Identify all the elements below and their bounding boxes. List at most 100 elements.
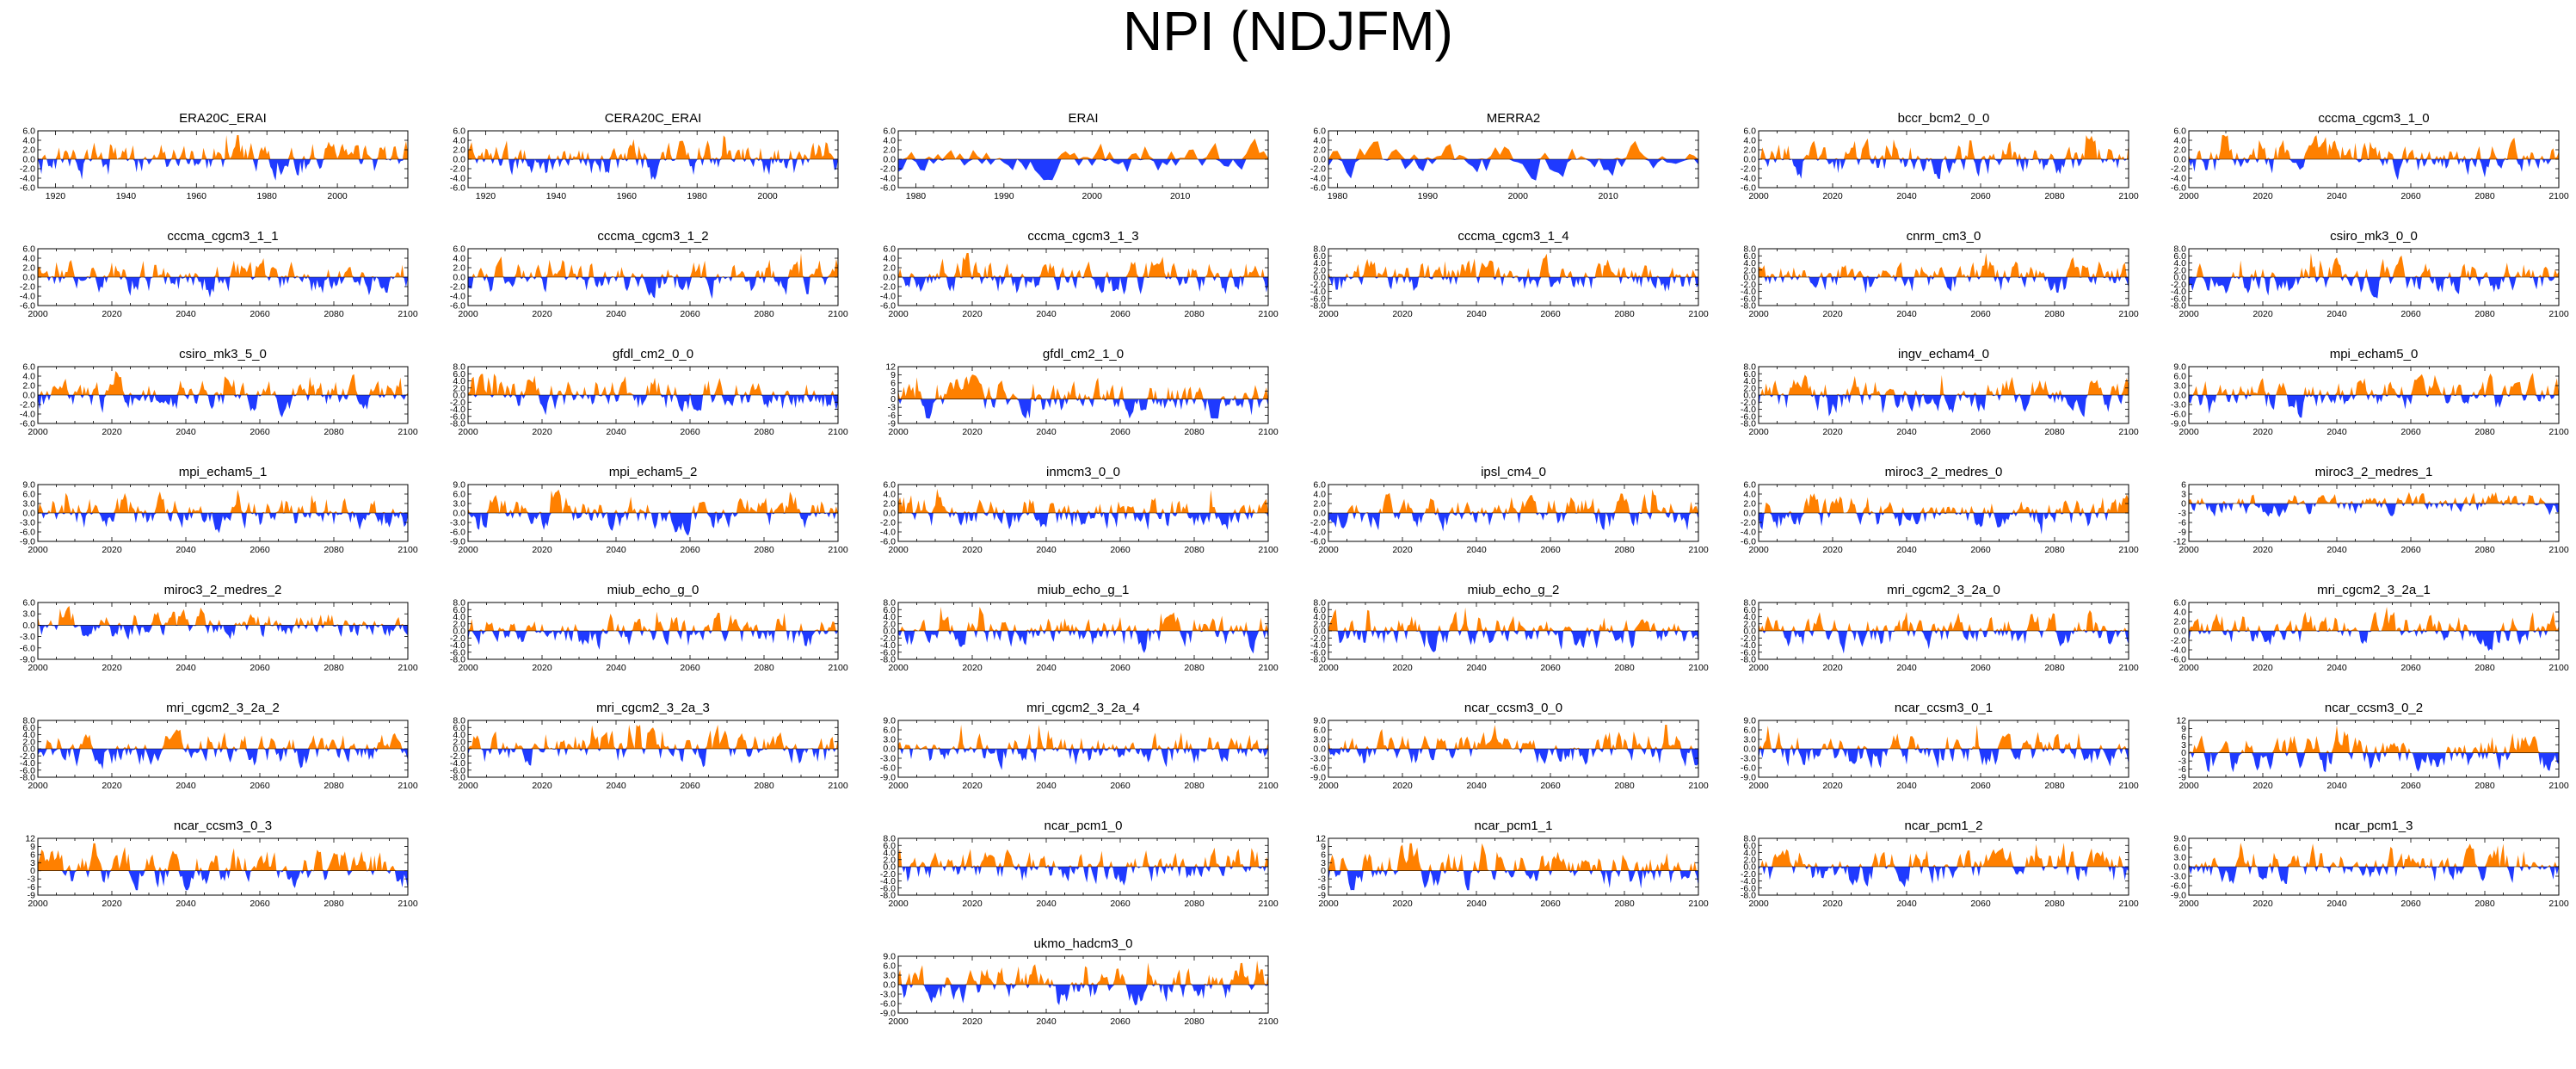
x-tick-label: 2100 <box>1688 545 1709 555</box>
y-tick-label: 3.0 <box>2173 853 2186 863</box>
y-tick-label: 8.0 <box>883 598 896 609</box>
negative-area <box>1328 159 1698 181</box>
x-tick-label: 2080 <box>2474 309 2495 319</box>
y-tick-label: -3.0 <box>880 754 896 764</box>
x-tick-label: 2060 <box>1970 545 1991 555</box>
positive-area <box>898 139 1268 159</box>
y-tick-label: -8.0 <box>880 655 896 665</box>
y-tick-label: 6.0 <box>1313 127 1326 137</box>
y-tick-label: 0.0 <box>1743 273 1756 283</box>
y-tick-label: 4.0 <box>883 848 896 858</box>
x-tick-label: 2040 <box>2326 899 2347 909</box>
y-tick-label: -4.0 <box>880 876 896 887</box>
x-tick-label: 2040 <box>1896 663 1917 673</box>
negative-area <box>1328 513 1698 532</box>
panel-title: miub_echo_g_0 <box>607 583 699 597</box>
x-tick-label: 2100 <box>397 781 418 791</box>
chart-panel: gfdl_cm2_0_0 8.0 6.0 4.0 2.0 0.0 -2.0 -4.0 -6.0-… <box>434 348 855 444</box>
y-tick-label: -3.0 <box>1310 754 1326 764</box>
y-tick-label: 6.0 <box>883 605 896 615</box>
x-tick-label: 1960 <box>617 191 638 201</box>
y-tick-label: -3.0 <box>2171 872 2186 882</box>
x-tick-label: 1940 <box>546 191 567 201</box>
chart-panel: ncar_ccsm3_0_2 12 9 6 3 0 -3 -6 -9 2000 2020 2040 20… <box>2154 701 2576 798</box>
x-tick-label: 2100 <box>2118 663 2139 673</box>
y-tick-label: 0.0 <box>1743 627 1756 637</box>
x-tick-label: 2000 <box>28 427 48 437</box>
y-tick-label: 4.0 <box>1743 848 1756 858</box>
x-tick-label: 2000 <box>28 545 48 555</box>
y-tick-label: 9 <box>891 370 896 380</box>
x-tick-label: 2080 <box>754 663 774 673</box>
x-tick-label: 2060 <box>2400 663 2421 673</box>
y-tick-label: 8.0 <box>1743 834 1756 844</box>
chart-panel: CERA20C_ERAI 6.0 4.0 2.0 0.0 -2.0 -4.0 -6.0 1920… <box>434 112 855 208</box>
y-tick-label: 6.0 <box>2173 598 2186 609</box>
x-tick-label: 2060 <box>1970 191 1991 201</box>
y-tick-label: 0.0 <box>1313 273 1326 283</box>
x-tick-label: 2020 <box>962 1016 983 1027</box>
y-tick-label: 4.0 <box>1743 612 1756 622</box>
chart-panel: mri_cgcm2_3_2a_3 8.0 6.0 4.0 2.0 0.0 -2.0 -4.0-… <box>434 701 855 798</box>
y-tick-label: 6.0 <box>453 244 465 255</box>
x-tick-label: 2100 <box>1688 899 1709 909</box>
y-tick-label: -4.0 <box>2171 646 2186 656</box>
x-tick-label: 2080 <box>2044 663 2065 673</box>
panel-title: mri_cgcm2_3_2a_4 <box>1026 701 1140 715</box>
y-tick-label: 6.0 <box>883 127 896 137</box>
x-tick-label: 2020 <box>962 663 983 673</box>
y-tick-label: 4.0 <box>883 612 896 622</box>
y-tick-label: -2.0 <box>2171 280 2186 290</box>
x-tick-label: 2100 <box>2548 663 2569 673</box>
negative-area <box>898 749 1268 770</box>
panel-title: miub_echo_g_2 <box>1467 583 1560 597</box>
positive-area <box>1759 609 2129 631</box>
x-tick-label: 2020 <box>962 545 983 555</box>
y-tick-label: 0.0 <box>1743 509 1756 519</box>
x-tick-label: 2000 <box>458 545 478 555</box>
x-tick-label: 2080 <box>1184 663 1205 673</box>
chart-panel: miroc3_2_medres_0 6.0 4.0 2.0 0.0 -2.0 -4.0 -6.… <box>1724 466 2146 562</box>
x-tick-label: 2040 <box>1896 545 1917 555</box>
x-tick-label: 2020 <box>1392 545 1413 555</box>
y-tick-label: 6.0 <box>22 723 35 733</box>
x-tick-label: 2040 <box>176 309 196 319</box>
x-tick-label: 2040 <box>1036 781 1057 791</box>
negative-area <box>1759 277 2129 294</box>
y-tick-label: 6.0 <box>1313 726 1326 736</box>
x-tick-label: 2100 <box>2548 309 2569 319</box>
x-tick-label: 2020 <box>962 899 983 909</box>
x-tick-label: 2060 <box>680 545 700 555</box>
y-tick-label: -6.0 <box>1741 883 1756 893</box>
x-tick-label: 2000 <box>888 545 909 555</box>
y-tick-label: -6.0 <box>20 301 35 312</box>
panel-title: mri_cgcm2_3_2a_0 <box>1887 583 2000 597</box>
positive-area <box>1759 374 2129 395</box>
y-tick-label: -9.0 <box>1741 773 1756 783</box>
y-tick-label: -4.0 <box>20 758 35 769</box>
y-tick-label: -4.0 <box>880 174 896 184</box>
y-tick-label: -8.0 <box>880 891 896 901</box>
negative-area <box>38 625 408 640</box>
y-tick-label: 6.0 <box>1743 726 1756 736</box>
panel-title: mri_cgcm2_3_2a_3 <box>596 701 710 715</box>
x-tick-label: 2020 <box>2252 545 2273 555</box>
x-tick-label: 2020 <box>1392 663 1413 673</box>
y-tick-label: 4.0 <box>883 254 896 264</box>
x-tick-label: 2060 <box>2400 781 2421 791</box>
x-tick-label: 2040 <box>606 663 626 673</box>
x-tick-label: 2060 <box>250 663 270 673</box>
x-tick-label: 2060 <box>2400 899 2421 909</box>
y-tick-label: -2.0 <box>20 282 35 293</box>
y-tick-label: 2.0 <box>22 381 35 392</box>
x-tick-label: 2060 <box>680 427 700 437</box>
x-tick-label: 2060 <box>2400 191 2421 201</box>
x-tick-label: 2040 <box>1466 781 1487 791</box>
